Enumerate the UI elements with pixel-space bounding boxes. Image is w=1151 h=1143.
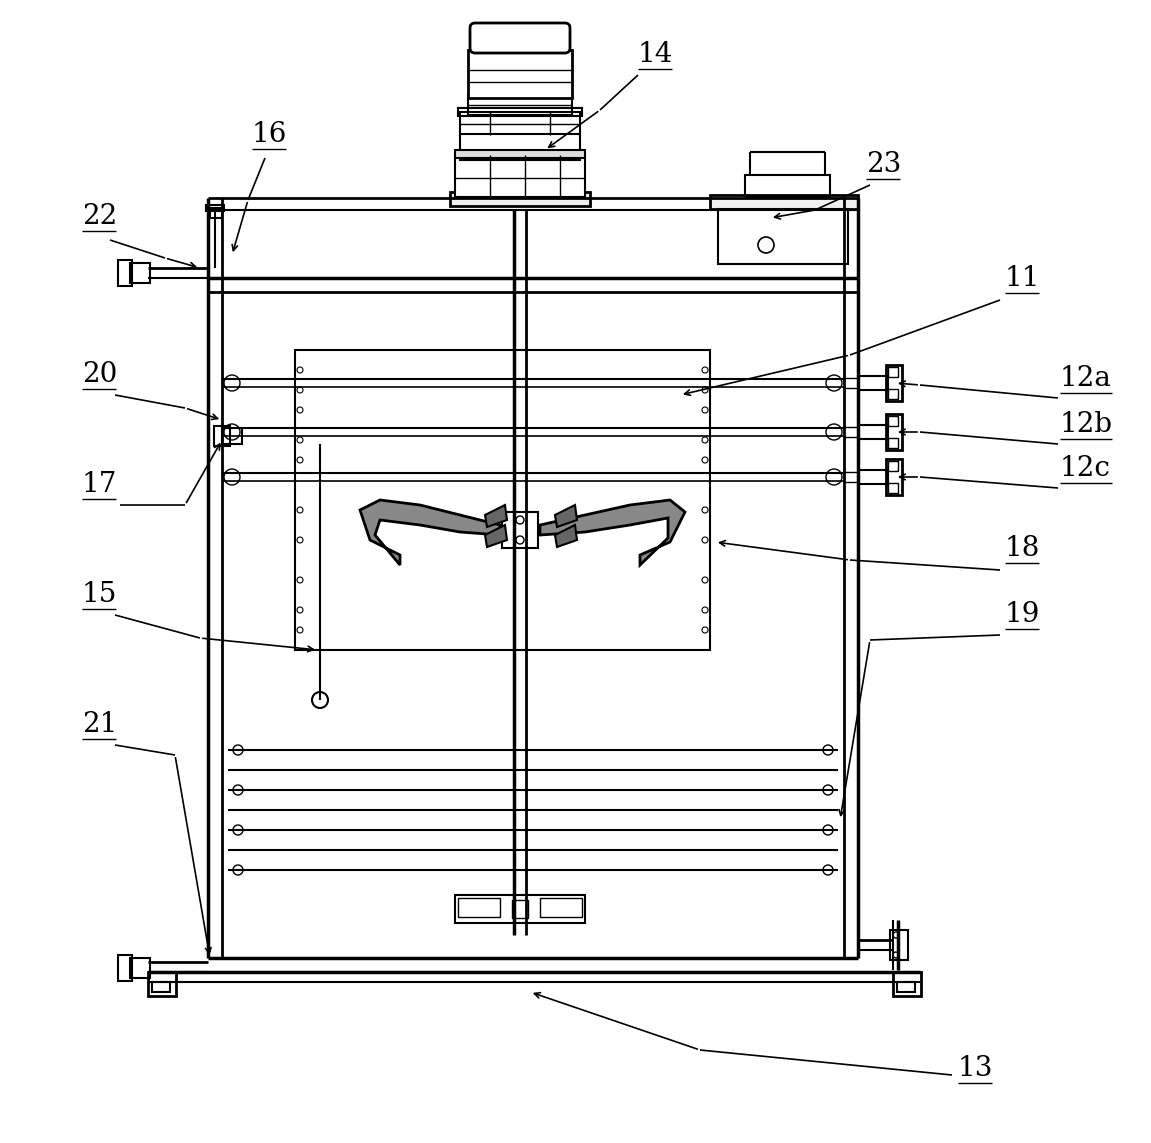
Bar — [130, 958, 150, 978]
Bar — [512, 900, 528, 918]
Bar — [889, 367, 898, 377]
Bar — [893, 972, 921, 996]
Bar — [886, 414, 902, 450]
Bar — [889, 389, 898, 399]
Bar — [718, 209, 848, 264]
Bar — [130, 263, 150, 283]
Text: 13: 13 — [958, 1055, 993, 1082]
Bar — [455, 155, 585, 197]
Polygon shape — [540, 499, 685, 565]
Bar — [458, 107, 582, 115]
Bar — [889, 438, 898, 448]
Bar — [206, 205, 224, 211]
Bar — [450, 192, 590, 206]
Text: 22: 22 — [82, 203, 117, 230]
Bar — [119, 956, 132, 981]
Bar — [214, 426, 230, 446]
Polygon shape — [485, 525, 506, 547]
Bar — [209, 208, 222, 218]
Text: 17: 17 — [82, 471, 117, 498]
Bar — [468, 50, 572, 98]
Bar — [460, 112, 580, 134]
Text: 14: 14 — [638, 41, 673, 67]
Bar — [886, 459, 902, 495]
Bar — [745, 175, 830, 197]
Bar — [710, 195, 857, 209]
Polygon shape — [555, 525, 577, 547]
Bar — [455, 895, 585, 924]
Bar — [889, 483, 898, 493]
Bar — [889, 461, 898, 471]
Text: 12a: 12a — [1060, 365, 1112, 392]
FancyBboxPatch shape — [470, 23, 570, 53]
Bar — [475, 27, 565, 53]
Text: 18: 18 — [1005, 535, 1041, 562]
Bar — [295, 350, 710, 650]
Text: 19: 19 — [1005, 601, 1041, 628]
Bar — [119, 259, 132, 286]
Bar — [502, 512, 538, 547]
Text: 16: 16 — [252, 121, 288, 147]
Text: 23: 23 — [866, 151, 901, 178]
Text: 21: 21 — [82, 711, 117, 738]
Text: 12b: 12b — [1060, 411, 1113, 438]
Polygon shape — [360, 499, 500, 565]
Bar — [890, 930, 908, 960]
Polygon shape — [485, 505, 506, 527]
Bar — [148, 972, 176, 996]
Text: 11: 11 — [1005, 265, 1041, 291]
Bar — [152, 982, 170, 992]
Bar — [455, 150, 585, 158]
Bar — [468, 95, 572, 115]
Text: 15: 15 — [82, 581, 117, 608]
Bar — [889, 416, 898, 426]
Text: 20: 20 — [82, 361, 117, 387]
Bar — [897, 982, 915, 992]
Bar — [460, 130, 580, 160]
Bar — [222, 427, 242, 443]
Polygon shape — [555, 505, 577, 527]
Bar — [886, 365, 902, 401]
Text: 12c: 12c — [1060, 455, 1111, 482]
